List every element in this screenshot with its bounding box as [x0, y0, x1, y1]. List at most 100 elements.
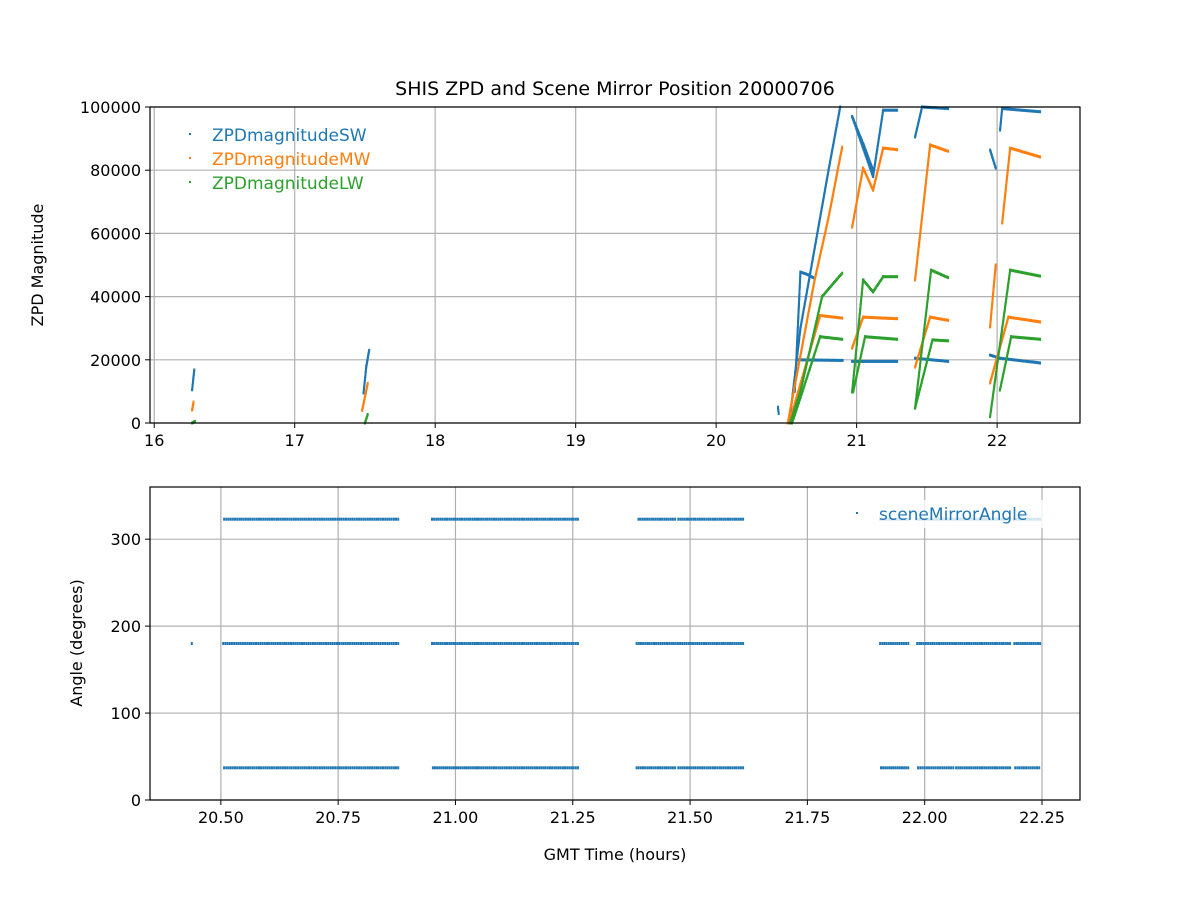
data-point — [830, 203, 832, 207]
data-point — [921, 343, 924, 347]
data-point — [800, 346, 803, 350]
data-point — [921, 210, 924, 214]
data-point — [852, 387, 855, 391]
data-point — [663, 642, 666, 645]
series-sceneMirrorAngle — [190, 517, 1042, 770]
data-point — [482, 642, 485, 645]
legend-label-ZPDmagnitudeMW: ZPDmagnitudeMW — [212, 150, 371, 170]
data-point — [886, 147, 889, 151]
data-point — [469, 642, 472, 645]
data-point — [435, 642, 438, 645]
data-point — [473, 642, 476, 645]
data-point — [819, 358, 822, 362]
data-point — [279, 642, 282, 645]
data-point — [799, 270, 802, 274]
data-point — [671, 766, 674, 770]
data-point — [688, 766, 691, 770]
data-point — [824, 187, 827, 191]
data-point — [681, 517, 684, 521]
data-point — [857, 366, 860, 369]
data-point — [796, 340, 799, 344]
data-point — [288, 766, 291, 770]
data-point — [529, 642, 532, 645]
data-point — [260, 766, 263, 770]
data-point — [1001, 378, 1004, 381]
data-point — [891, 359, 894, 363]
data-point — [454, 642, 457, 645]
data-point — [716, 642, 718, 645]
data-point — [816, 316, 819, 320]
data-point — [467, 642, 470, 645]
data-point — [994, 642, 996, 645]
data-point — [880, 316, 883, 320]
data-point — [363, 382, 366, 385]
data-point — [794, 380, 797, 384]
data-point — [974, 642, 977, 645]
data-point — [363, 383, 366, 387]
data-point — [1007, 281, 1010, 285]
data-point — [944, 339, 946, 343]
data-point — [994, 266, 997, 270]
data-point — [303, 642, 306, 645]
data-point — [237, 642, 240, 645]
data-point — [834, 315, 837, 319]
data-point — [323, 517, 326, 521]
data-point — [1018, 270, 1021, 274]
y-tick-label: 40000 — [90, 288, 141, 307]
data-point — [896, 148, 899, 152]
data-point — [497, 766, 500, 770]
data-point — [797, 311, 800, 315]
data-point — [860, 291, 863, 294]
data-point — [855, 349, 858, 353]
data-point — [795, 348, 798, 352]
data-point — [253, 766, 256, 770]
data-point — [920, 380, 923, 384]
data-point — [247, 517, 250, 521]
data-point — [817, 259, 820, 263]
data-point — [290, 642, 292, 645]
data-point — [395, 517, 397, 521]
data-point — [819, 302, 822, 306]
data-point — [829, 156, 832, 160]
data-point — [917, 379, 920, 383]
data-point — [637, 517, 640, 521]
data-point — [1001, 338, 1003, 342]
data-point — [799, 355, 802, 359]
data-point — [316, 642, 319, 645]
data-point — [936, 106, 939, 110]
data-point — [929, 344, 932, 348]
data-point — [799, 276, 802, 280]
data-point — [227, 766, 230, 770]
data-point — [852, 373, 855, 377]
data-point — [916, 253, 919, 256]
data-point — [368, 766, 371, 770]
data-point — [681, 642, 684, 645]
data-point — [976, 766, 979, 770]
data-point — [1015, 148, 1018, 152]
data-point — [826, 358, 829, 362]
data-point — [1006, 355, 1008, 359]
data-point — [308, 766, 310, 770]
data-point — [777, 410, 780, 414]
data-point — [932, 766, 935, 770]
data-point — [355, 642, 358, 645]
data-point — [873, 167, 876, 171]
data-point — [995, 367, 998, 371]
data-point — [918, 235, 921, 239]
data-point — [1029, 360, 1032, 364]
data-point — [859, 358, 862, 362]
x-tick-label: 21.00 — [433, 808, 479, 827]
data-point — [1000, 114, 1003, 118]
data-point — [642, 766, 644, 770]
data-point — [236, 766, 239, 770]
data-point — [1006, 766, 1009, 770]
data-point — [362, 517, 365, 521]
data-point — [831, 315, 834, 319]
data-point — [510, 517, 513, 521]
data-point — [540, 766, 543, 770]
data-point — [925, 306, 928, 310]
data-point — [816, 323, 819, 327]
data-point — [1002, 332, 1005, 336]
data-point — [822, 335, 825, 339]
data-point — [858, 362, 861, 366]
